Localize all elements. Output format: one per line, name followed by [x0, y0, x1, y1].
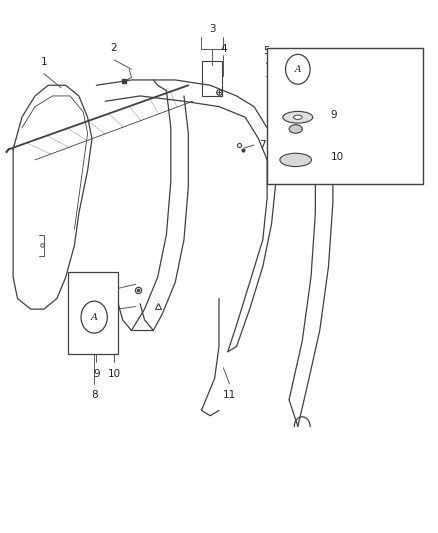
Text: 9: 9: [331, 110, 337, 119]
Text: 7: 7: [259, 140, 266, 150]
Ellipse shape: [293, 115, 302, 119]
Text: 11: 11: [223, 390, 236, 400]
Text: 6: 6: [319, 64, 325, 74]
Text: A: A: [295, 65, 301, 74]
Text: 9: 9: [93, 369, 100, 379]
Text: 10: 10: [107, 369, 120, 379]
Text: 5: 5: [263, 46, 270, 56]
Text: 8: 8: [91, 390, 98, 400]
Text: A: A: [91, 313, 98, 321]
Ellipse shape: [280, 154, 311, 167]
Text: 2: 2: [110, 43, 117, 53]
Bar: [267, 48, 423, 184]
Ellipse shape: [283, 111, 313, 123]
Text: 10: 10: [331, 152, 344, 161]
Bar: [202, 61, 222, 96]
Bar: [68, 272, 118, 354]
Text: 1: 1: [40, 56, 47, 67]
Ellipse shape: [289, 125, 302, 133]
Text: 4: 4: [220, 44, 227, 54]
Text: 3: 3: [209, 23, 216, 34]
